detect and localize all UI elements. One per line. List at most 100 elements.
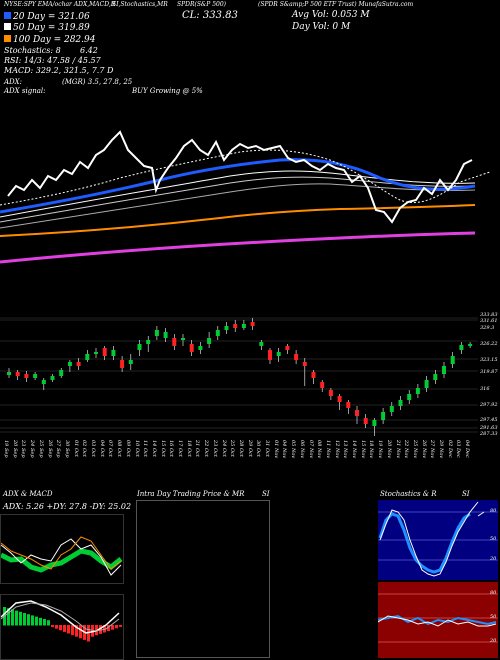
candle-body: [311, 372, 316, 378]
candle-body: [285, 346, 290, 350]
candle-body: [137, 344, 142, 350]
candle-body: [50, 376, 55, 380]
date-tick: 21 Oct: [194, 440, 201, 457]
candle-body: [15, 372, 20, 376]
date-tick: 10 Oct: [133, 440, 140, 457]
date-tick: 20 Sep: [11, 440, 18, 458]
adx-values: (MGR) 3.5, 27.8, 25: [62, 78, 133, 86]
candle-body: [59, 370, 64, 376]
candle-body: [442, 366, 446, 374]
date-tick: 31 Oct: [264, 440, 270, 457]
date-tick: 11 Oct: [142, 440, 149, 457]
price-line: [7, 130, 473, 224]
candle-body: [268, 350, 272, 360]
date-tick: 24 Oct: [220, 440, 227, 457]
candlestick-chart: [0, 317, 478, 436]
date-tick: 07 Nov: [307, 440, 314, 459]
candle-body: [7, 372, 11, 375]
date-tick: 29 Oct: [246, 440, 253, 457]
ema-band-3: [0, 170, 476, 218]
candle-body: [163, 332, 168, 338]
date-tick: 02 Dec: [446, 440, 453, 458]
candle-body: [198, 346, 203, 350]
rsi-level-50: 50: [490, 614, 497, 620]
date-tick: 20 Nov: [385, 440, 392, 459]
stoch-si: SI: [462, 490, 470, 498]
date-tick: 03 Oct: [90, 440, 96, 457]
price-tick-3: 329.3: [480, 325, 495, 331]
price-tick-8: 297.92: [480, 402, 498, 408]
price-tick-10: 291.63: [480, 425, 498, 431]
candle-body: [328, 390, 333, 396]
candle-body: [172, 338, 177, 346]
candle-body: [67, 362, 72, 366]
intra-title: Intra Day Trading Price & MR: [137, 490, 245, 498]
date-tick: 18 Nov: [368, 440, 375, 459]
date-tick: 05 Nov: [290, 440, 297, 459]
macd-bar: [11, 609, 14, 626]
price-tick-11: 287.33: [480, 431, 498, 437]
date-tick: 27 Sep: [55, 440, 62, 458]
date-tick: 25 Nov: [411, 440, 418, 459]
candle-body: [24, 374, 29, 378]
date-tick: 30 Oct: [255, 440, 262, 457]
candle-body: [389, 406, 394, 412]
candle-body: [41, 380, 46, 384]
candle-body: [259, 342, 264, 346]
candle-body: [372, 420, 377, 426]
date-tick: 13 Nov: [342, 440, 349, 459]
ema20-line: [0, 158, 476, 214]
date-tick: 15 Nov: [359, 440, 366, 459]
date-tick: 03 Dec: [455, 440, 462, 458]
day-volume: Day Vol: 0 M: [292, 22, 351, 32]
date-tick: 30 Sep: [63, 440, 70, 458]
date-tick: 04 Dec: [464, 440, 471, 458]
candle-body: [276, 352, 281, 356]
date-tick: 18 Oct: [185, 440, 192, 457]
candle-body: [459, 345, 464, 350]
date-tick: 12 Nov: [333, 440, 340, 459]
macd-bar: [99, 625, 102, 634]
candle-body: [407, 394, 412, 400]
adx-signal-label: ADX signal:: [4, 87, 46, 95]
candle-body: [250, 322, 255, 326]
rsi-level-80: 80: [490, 590, 497, 596]
macd-bar: [75, 625, 78, 637]
macd-bar: [43, 619, 46, 626]
macd-bar: [27, 614, 30, 626]
intra-si: SI: [262, 490, 270, 498]
candle-body: [215, 330, 220, 336]
date-tick: 17 Oct: [177, 440, 183, 457]
stoch-level-80: 80: [490, 508, 497, 514]
date-tick: 14 Nov: [351, 440, 357, 459]
adx-label: ADX:: [4, 78, 23, 86]
macd-bar: [63, 625, 66, 632]
macd-bar: [79, 625, 82, 639]
adx-panel-legend: ADX: 5.26 +DY: 27.8 -DY: 25.02: [3, 502, 132, 511]
date-tick: 04 Nov: [281, 440, 288, 459]
candle-body: [111, 350, 116, 356]
ema20-legend: 20 Day = 321.06: [4, 12, 90, 22]
macd-bar: [107, 625, 110, 632]
candle-body: [146, 340, 151, 344]
candle-body: [381, 412, 386, 420]
candle-body: [424, 380, 429, 388]
macd-bar: [19, 611, 22, 626]
candle-body: [433, 374, 438, 380]
macd-bar: [47, 620, 50, 626]
macd-bar: [35, 616, 38, 626]
rsi-panel: [378, 582, 498, 658]
macd-bar: [59, 625, 62, 631]
macd-readout: MACD: 329.2, 321.5, 7.7 D: [4, 66, 114, 75]
date-tick: 15 Oct: [159, 440, 166, 457]
ema-chart: [0, 130, 491, 264]
date-tick: 04 Oct: [98, 440, 105, 457]
candle-body: [189, 344, 194, 352]
macd-bar: [103, 625, 106, 633]
ema100-line: [0, 204, 476, 237]
price-tick-9: 297.45: [480, 417, 498, 423]
stoch-value: 6.42: [80, 46, 98, 55]
macd-bar: [51, 625, 54, 628]
macd-bar: [39, 617, 42, 626]
date-tick: 21 Nov: [394, 440, 401, 459]
